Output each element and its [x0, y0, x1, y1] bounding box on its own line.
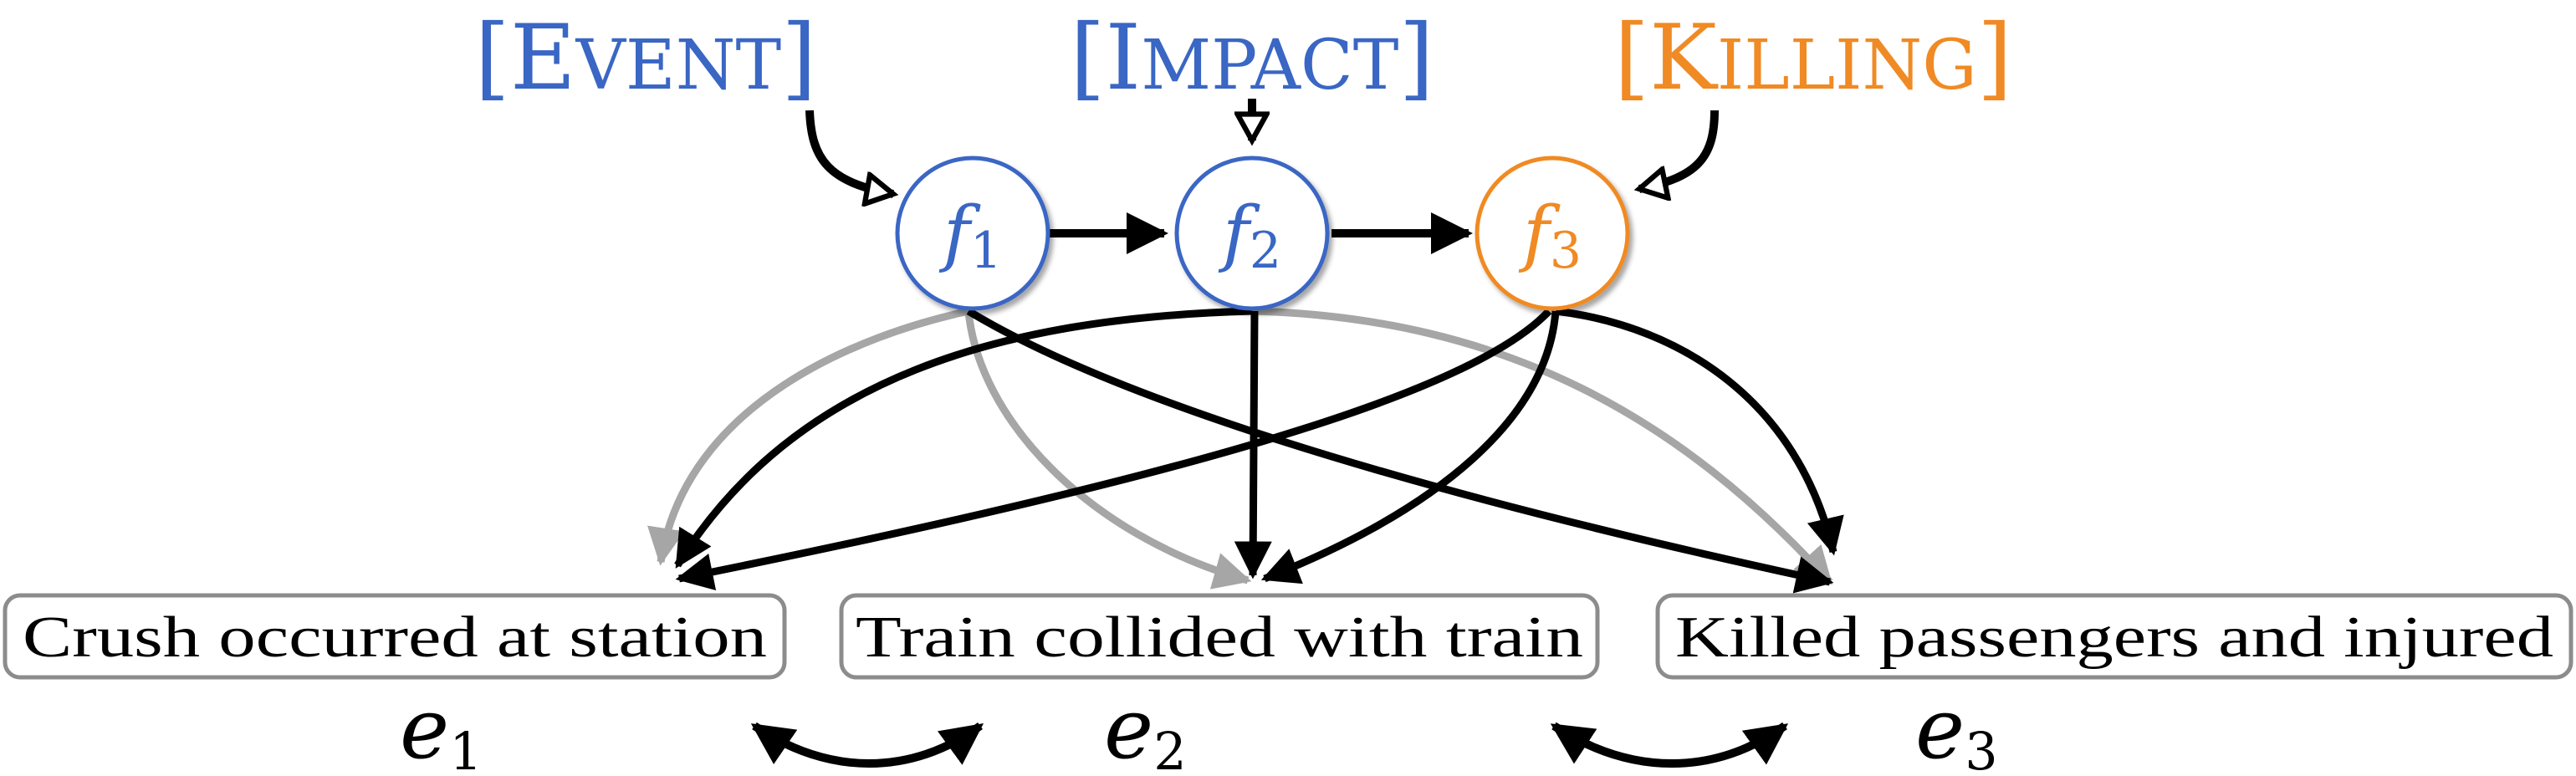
edge-f1-e3	[966, 308, 1834, 594]
event-box-e2: Train collided with train	[839, 593, 1600, 680]
svg-text:f2: f2	[1218, 191, 1281, 280]
node-f3: f3	[1475, 156, 1630, 311]
edge-f3-e2	[1260, 310, 1560, 585]
frame-label-impact: [IMPACT]	[1070, 6, 1434, 110]
frame-label-killing: [KILLING]	[1614, 6, 2012, 110]
svg-text:Killed passengers and injured: Killed passengers and injured	[1675, 605, 2553, 670]
node-f1: f1	[895, 156, 1050, 311]
event-box-e1: Crush occurred at station	[3, 593, 787, 680]
edge-e2-e3	[1550, 722, 1789, 768]
svg-text:f3: f3	[1518, 191, 1582, 280]
edge-f2-e3	[1251, 307, 1833, 585]
svg-text:Train collided with train: Train collided with train	[856, 605, 1583, 670]
node-f2: f2	[1174, 156, 1330, 311]
event-box-e3: Killed passengers and injured	[1655, 593, 2573, 680]
event-var-e2: e2	[1104, 680, 1187, 776]
edge-f2-e1	[674, 307, 1253, 569]
edge-f1-e2	[964, 310, 1252, 590]
frame-label-event: [EVENT]	[475, 6, 817, 110]
edge-f3-e3	[1555, 307, 1844, 556]
edge-e1-e2	[750, 722, 984, 768]
svg-text:Crush occurred at station: Crush occurred at station	[23, 605, 767, 670]
frame-arrow-event	[805, 110, 893, 194]
event-var-e3: e3	[1915, 680, 1998, 776]
edge-f3-e1	[675, 308, 1552, 591]
event-var-e1: e1	[400, 680, 483, 776]
edge-f1-e1	[647, 307, 969, 566]
frame-arrow-killing	[1639, 110, 1719, 189]
